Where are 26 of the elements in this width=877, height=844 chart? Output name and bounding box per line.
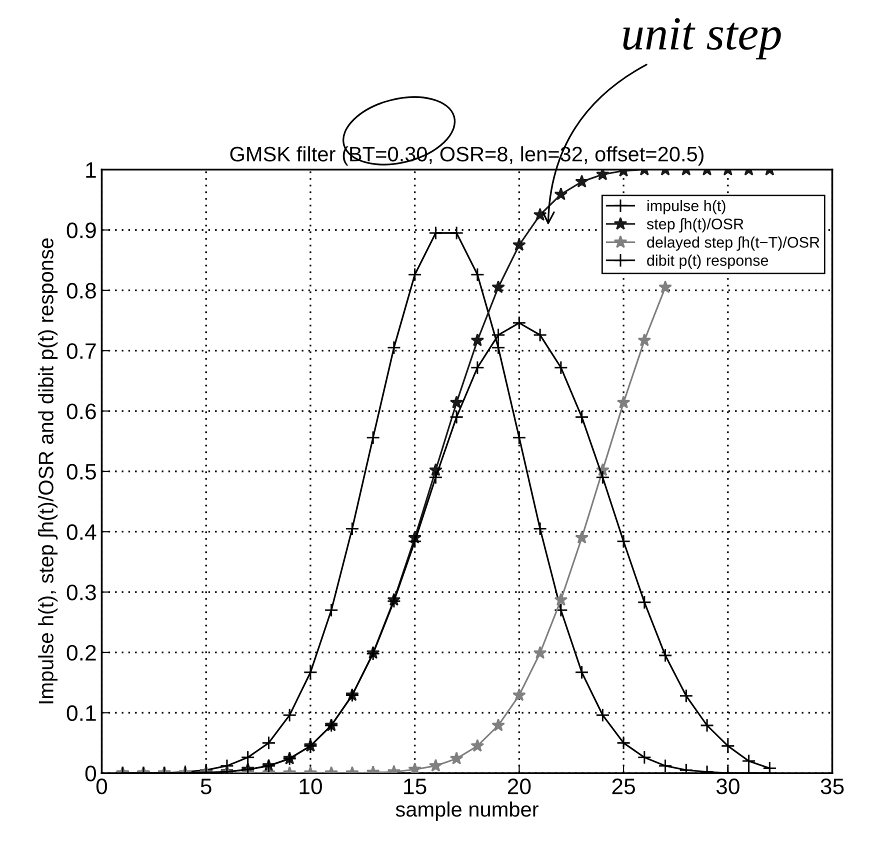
x-axis-title: sample number [396,801,538,821]
y-tick-label: 0.8 [66,282,96,299]
y-tick-label: 0.6 [66,404,96,420]
legend-label: step ∫h(t)/OSR [646,218,744,233]
y-axis-title: Impulse h(t), step ∫h(t)/OSR and dibit p(t) response [38,238,58,704]
x-tick-label: 25 [612,778,635,794]
x-tick-label: 10 [300,778,322,794]
x-tick-label: 35 [820,778,844,794]
y-tick-label: 0.9 [66,222,96,238]
legend-label: dibit p(t) response [647,254,768,269]
y-tick-label: 0.2 [66,644,96,661]
y-tick-label: 1 [86,162,96,178]
y-tick-label: 0.7 [66,343,96,359]
y-tick-label: 0 [85,766,96,782]
x-tick-label: 0 [96,778,108,794]
x-tick-label: 5 [200,778,212,794]
y-tick-label: 0.5 [66,464,96,480]
legend-label: delayed step ∫h(t−T)/OSR [647,236,820,251]
x-tick-label: 15 [404,778,426,794]
x-tick-label: 30 [716,778,740,794]
text: unit step [623,18,781,60]
y-tick-label: 0.3 [66,584,96,600]
y-tick-label: 0.1 [66,705,96,722]
legend-label: impulse h(t) [647,200,726,214]
y-tick-label: 0.4 [66,524,96,540]
x-tick-label: 20 [508,778,531,794]
